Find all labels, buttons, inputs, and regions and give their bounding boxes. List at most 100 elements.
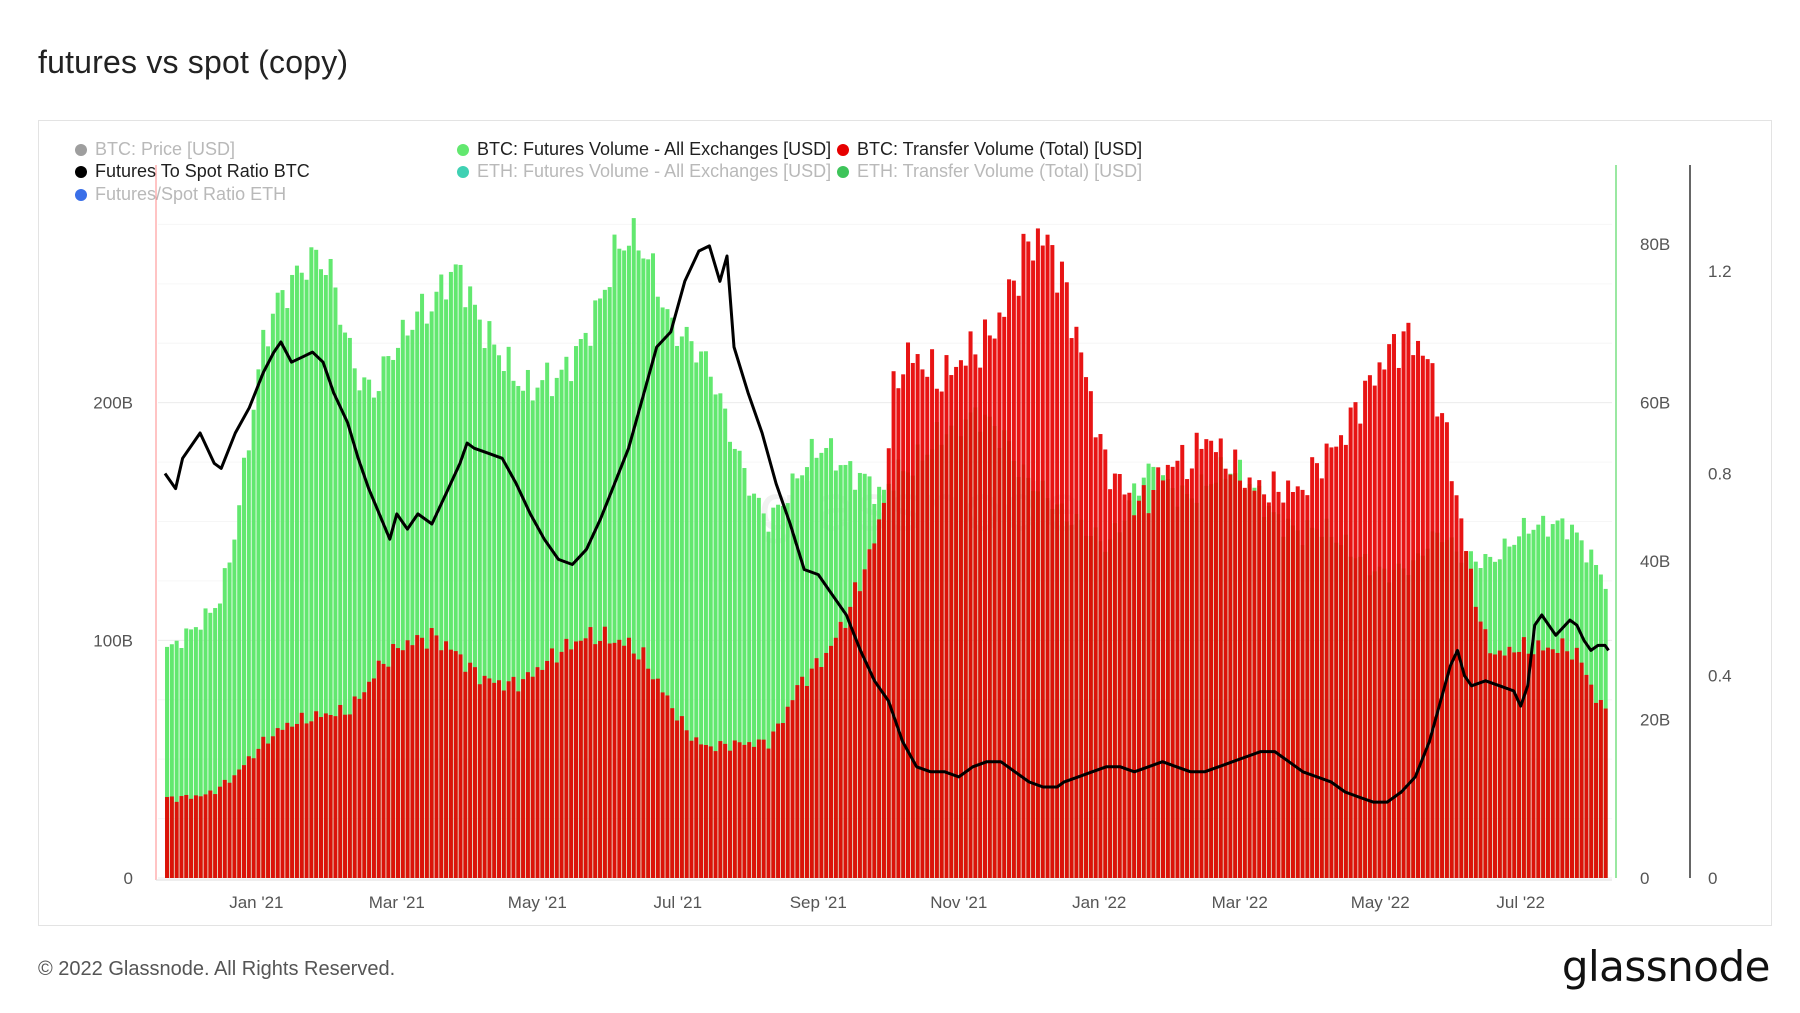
legend-item-btc-futures-spot-ratio[interactable]: Futures To Spot Ratio BTC <box>75 161 310 182</box>
transfer-volume-bar <box>1112 473 1117 878</box>
transfer-volume-bar <box>1223 468 1228 878</box>
transfer-volume-bar <box>165 797 170 878</box>
transfer-volume-bar <box>795 685 800 878</box>
transfer-volume-bar <box>1565 651 1570 878</box>
transfer-volume-bar <box>487 678 492 878</box>
futures-volume-bar <box>540 380 545 878</box>
futures-volume-bar <box>694 362 699 879</box>
transfer-volume-bar <box>930 349 935 879</box>
transfer-volume-bar <box>1035 228 1040 878</box>
transfer-volume-bar <box>1194 432 1199 878</box>
futures-volume-bar <box>227 562 232 878</box>
transfer-volume-bar <box>217 786 222 878</box>
transfer-volume-bar <box>1493 654 1498 878</box>
y-left-tick-label: 0 <box>124 869 133 888</box>
futures-volume-bar <box>357 390 362 878</box>
transfer-volume-bar <box>1358 423 1363 878</box>
transfer-volume-bar <box>1185 479 1190 878</box>
transfer-volume-bar <box>208 790 213 878</box>
transfer-volume-bar <box>309 721 314 878</box>
futures-volume-bar <box>636 250 641 879</box>
x-tick-label: May '21 <box>508 893 567 912</box>
copyright-text: © 2022 Glassnode. All Rights Reserved. <box>38 958 396 980</box>
futures-volume-bar <box>251 409 256 878</box>
transfer-volume-bar <box>203 794 208 878</box>
transfer-volume-bar <box>1305 495 1310 878</box>
transfer-volume-bar <box>1271 471 1276 878</box>
futures-volume-bar <box>424 323 429 878</box>
futures-volume-bar <box>458 264 463 878</box>
transfer-volume-bar <box>1483 629 1488 878</box>
transfer-volume-bar <box>357 698 362 878</box>
transfer-volume-bar <box>386 666 391 878</box>
transfer-volume-bar <box>405 640 410 878</box>
y-right-ratio-tick-label: 0 <box>1708 869 1717 888</box>
transfer-volume-bar <box>1598 700 1603 878</box>
futures-volume-bar <box>270 313 275 879</box>
transfer-volume-bar <box>1531 654 1536 878</box>
futures-volume-bar <box>727 441 732 878</box>
transfer-volume-bar <box>400 650 405 878</box>
legend-item-eth-transfer-volume[interactable]: ETH: Transfer Volume (Total) [USD] <box>837 161 1142 182</box>
transfer-volume-bar <box>1502 655 1507 878</box>
transfer-volume-bar <box>569 649 574 878</box>
transfer-volume-bar <box>1319 478 1324 878</box>
transfer-volume-bar <box>1266 502 1271 878</box>
transfer-volume-bar <box>1353 402 1358 878</box>
futures-volume-bar <box>280 290 285 879</box>
legend-item-btc-futures-volume[interactable]: BTC: Futures Volume - All Exchanges [USD… <box>457 139 831 160</box>
legend-item-eth-futures-spot-ratio[interactable]: Futures/Spot Ratio ETH <box>75 184 286 205</box>
legend-dot-icon <box>75 143 87 156</box>
x-tick-label: Jan '22 <box>1072 893 1126 912</box>
transfer-volume-bar <box>343 714 348 878</box>
futures-volume-bar <box>525 369 530 878</box>
futures-volume-bar <box>718 393 723 878</box>
transfer-volume-bar <box>415 635 420 878</box>
futures-volume-bar <box>343 332 348 878</box>
legend-item-eth-futures-volume[interactable]: ETH: Futures Volume - All Exchanges [USD… <box>457 161 831 182</box>
y-left-tick-label: 100B <box>93 631 133 650</box>
transfer-volume-bar <box>1238 480 1243 878</box>
transfer-volume-bar <box>453 651 458 878</box>
futures-volume-bar <box>381 356 386 878</box>
transfer-volume-bar <box>444 641 449 878</box>
futures-volume-bar <box>752 493 757 878</box>
legend-item-btc-transfer-volume[interactable]: BTC: Transfer Volume (Total) [USD] <box>837 139 1142 160</box>
futures-volume-bar <box>646 259 651 879</box>
y-right-volume-tick-label: 60B <box>1640 394 1670 413</box>
transfer-volume-bar <box>1584 674 1589 878</box>
transfer-volume-bar <box>549 648 554 878</box>
transfer-volume-bar <box>193 795 198 878</box>
transfer-volume-bar <box>780 723 785 878</box>
y-right-ratio-tick-label: 0.4 <box>1708 667 1732 686</box>
transfer-volume-bar <box>583 638 588 878</box>
legend-label: BTC: Transfer Volume (Total) [USD] <box>857 139 1143 159</box>
futures-volume-bar <box>747 495 752 878</box>
transfer-volume-bar <box>410 645 415 878</box>
transfer-volume-bar <box>1468 568 1473 878</box>
futures-volume-bar <box>193 627 198 878</box>
futures-volume-bar <box>795 478 800 878</box>
futures-volume-bar <box>338 324 343 878</box>
legend-item-btc-price[interactable]: BTC: Price [USD] <box>75 139 235 160</box>
transfer-volume-bar <box>776 723 781 878</box>
transfer-volume-bar <box>646 668 651 878</box>
transfer-volume-bar <box>439 650 444 878</box>
transfer-volume-bar <box>1286 480 1291 878</box>
futures-volume-bar <box>208 612 213 878</box>
transfer-volume-bar <box>954 366 959 878</box>
transfer-volume-bar <box>1382 369 1387 878</box>
transfer-volume-bar <box>655 678 660 878</box>
futures-volume-bar <box>323 275 328 878</box>
legend-label: BTC: Futures Volume - All Exchanges [USD… <box>477 139 832 159</box>
legend-label: ETH: Futures Volume - All Exchanges [USD… <box>477 161 832 181</box>
transfer-volume-bar <box>1132 515 1137 878</box>
futures-volume-bar <box>448 271 453 878</box>
futures-volume-bar <box>492 344 497 878</box>
transfer-volume-bar <box>1262 494 1267 878</box>
transfer-volume-bar <box>256 748 261 878</box>
transfer-volume-bar <box>1233 449 1238 878</box>
transfer-volume-bar <box>578 640 583 878</box>
x-tick-label: Jan '21 <box>229 893 283 912</box>
futures-volume-bar <box>785 503 790 878</box>
